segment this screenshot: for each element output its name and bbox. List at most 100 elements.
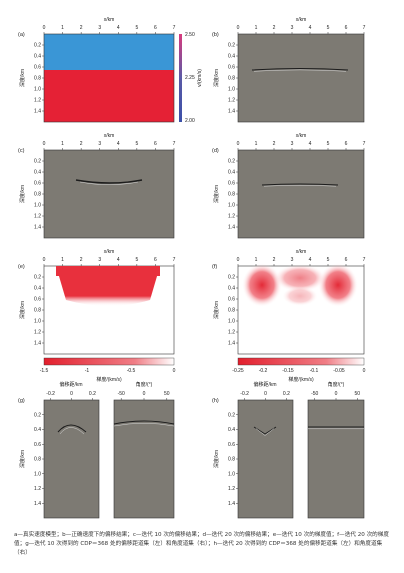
x-tick-label: 1 [255,257,258,263]
y-tick-label: 1.4 [34,501,41,507]
x-tick-label: 2 [80,257,83,263]
x-tick-label: 3 [98,141,101,147]
colorbar-tick: 2.00 [185,118,195,124]
x-tick-label: 0 [43,25,46,31]
colorbar-tick: 0 [173,368,176,374]
y-tick-label: 0.8 [34,457,41,463]
x-tick-label: 1 [255,25,258,31]
y-tick-label: 0.2 [34,275,41,281]
x-tick-label: 3 [98,257,101,263]
x-tick-label: 0 [237,141,240,147]
gather-x-tick-label: 0.2 [89,391,96,397]
y-tick-label: 0.6 [228,65,235,71]
y-tick-label: 1.4 [228,109,235,115]
y-tick-label: 0.8 [228,192,235,198]
gather-x-tick-label: 0 [143,391,146,397]
y-tick-label: 1.0 [34,319,41,325]
y-tick-label: 0.4 [34,427,41,433]
colorbar-tick: 2.25 [185,75,195,81]
y-tick-label: 1.4 [228,225,235,231]
x-tick-label: 1 [255,141,258,147]
y-tick-label: 1.0 [34,87,41,93]
y-tick-label: 0.6 [34,297,41,303]
gradient-colorbar-f [237,357,365,366]
x-tick-label: 0 [237,25,240,31]
y-tick-label: 0.8 [228,76,235,82]
x-axis-title: x/km [296,249,307,255]
y-tick-label: 0.4 [34,170,41,176]
y-tick-label: 0.4 [228,427,235,433]
x-tick-label: 6 [154,257,157,263]
y-tick-label: 1.0 [34,203,41,209]
y-tick-label: 0.2 [228,275,235,281]
panel-f [237,263,365,366]
x-tick-label: 6 [345,257,348,263]
panel-c [43,149,175,239]
y-axis-title: 深度/km [19,301,26,319]
x-tick-label: 1 [61,141,64,147]
panel-b [237,33,365,123]
x-tick-label: 2 [80,141,83,147]
reflector-event [251,68,349,71]
velocity-layer-high [44,70,174,122]
y-axis-title: 深度/km [213,185,220,203]
angle-gather [113,399,175,519]
y-tick-label: 0.8 [34,308,41,314]
colorbar-tick: -0.15 [282,368,294,374]
colorbar-tick: -1 [85,368,90,374]
x-tick-label: 0 [237,257,240,263]
y-tick-label: 1.4 [228,341,235,347]
x-axis-title: x/km [296,133,307,139]
x-tick-label: 2 [273,141,276,147]
colorbar-label: 梯度/(km/s) [288,376,314,383]
y-tick-label: 0.4 [228,54,235,60]
x-tick-label: 7 [363,25,366,31]
x-tick-label: 6 [154,141,157,147]
angle-axis-title: 角度/(°) [136,381,153,388]
gather-x-tick-label: -0.2 [46,391,55,397]
colorbar-tick: -1.5 [40,368,49,374]
panel-letter-b: (b) [212,32,219,38]
x-tick-label: 4 [309,25,312,31]
y-tick-label: 0.6 [34,65,41,71]
x-tick-label: 1 [61,257,64,263]
gather-x-tick-label: -0.2 [240,391,249,397]
y-tick-label: 0.6 [34,442,41,448]
y-tick-label: 0.6 [228,442,235,448]
velocity-colorbar [179,34,182,122]
y-tick-label: 1.4 [34,109,41,115]
x-tick-label: 2 [273,25,276,31]
x-axis-title: x/km [296,17,307,23]
angle-gather [307,399,365,519]
y-axis-title: 深度/km [213,69,220,87]
panel-letter-a: (a) [18,32,25,38]
panel-letter-g: (g) [18,398,25,404]
y-tick-label: 1.0 [228,87,235,93]
x-tick-label: 6 [345,141,348,147]
x-tick-label: 7 [173,25,176,31]
x-tick-label: 6 [154,25,157,31]
panel-a [43,33,182,123]
x-tick-label: 4 [309,141,312,147]
y-tick-label: 1.4 [34,225,41,231]
y-tick-label: 0.8 [34,192,41,198]
y-tick-label: 1.0 [228,203,235,209]
x-tick-label: 3 [98,25,101,31]
colorbar-tick: 0 [363,368,366,374]
y-tick-label: 0.2 [228,43,235,49]
x-tick-label: 7 [173,257,176,263]
y-tick-label: 1.2 [34,98,41,104]
colorbar-label: 梯度/(km/s) [96,376,122,383]
x-tick-label: 4 [117,141,120,147]
panel-letter-c: (c) [18,148,25,154]
colorbar-tick: -0.5 [127,368,136,374]
y-axis-title: 深度/km [19,185,26,203]
y-tick-label: 1.2 [228,214,235,220]
x-axis-title: x/km [104,133,115,139]
y-tick-label: 0.8 [228,457,235,463]
gather-x-tick-label: 0 [335,391,338,397]
figure-caption: a—真实速度模型；b—正确速度下的偏移结果；c—迭代 10 次的偏移结果；d—迭… [14,532,389,556]
colorbar-tick: -0.05 [333,368,345,374]
x-tick-label: 6 [345,25,348,31]
colorbar-label: v/(km/s) [197,69,203,87]
